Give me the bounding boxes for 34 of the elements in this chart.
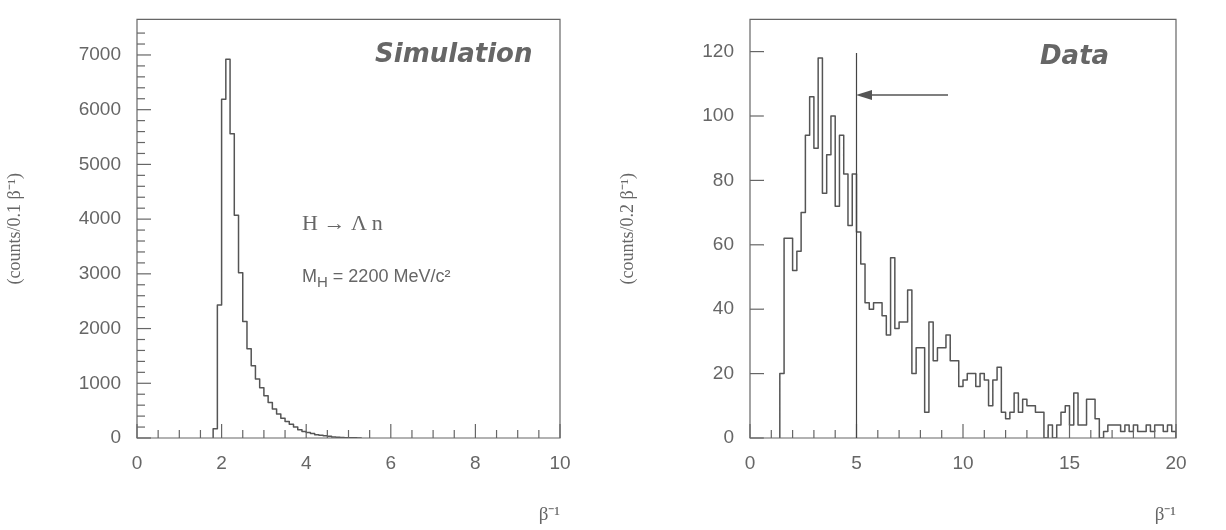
y-tick-label: 40 — [712, 297, 734, 319]
y-tick-label: 60 — [712, 233, 734, 255]
x-tick-label: 0 — [131, 451, 143, 473]
y-tick-label: 100 — [702, 104, 734, 126]
x-axis-title: β⁻¹ — [1154, 502, 1177, 524]
annotation: M$_{H}$ = 2200 MeV/c² — [302, 266, 451, 290]
y-tick-label: 5000 — [78, 152, 121, 174]
x-tick-label: 10 — [952, 451, 974, 473]
x-tick-label: 2 — [216, 451, 227, 473]
y-tick-label: 1000 — [78, 371, 121, 393]
y-tick-label: 4000 — [78, 207, 121, 229]
annotation: H → Λ n — [302, 210, 383, 236]
x-tick-label: 0 — [744, 451, 756, 473]
y-axis-title: (counts/0.2 β⁻¹) — [616, 172, 638, 285]
y-tick-label: 120 — [702, 39, 734, 61]
annotation: Simulation — [375, 38, 533, 68]
x-tick-label: 15 — [1058, 451, 1081, 473]
x-tick-label: 10 — [549, 451, 571, 473]
x-tick-label: 8 — [470, 451, 481, 473]
x-tick-label: 4 — [300, 451, 312, 473]
y-tick-label: 3000 — [78, 262, 121, 284]
x-tick-label: 6 — [385, 451, 397, 473]
y-tick-label: 7000 — [78, 43, 121, 65]
y-axis-title: (counts/0.1 β⁻¹) — [3, 172, 25, 285]
y-tick-label: 2000 — [78, 316, 121, 338]
x-axis-title: β⁻¹ — [538, 502, 561, 524]
y-tick-label: 80 — [712, 168, 734, 190]
y-tick-label: 6000 — [78, 97, 121, 119]
y-tick-label: 0 — [110, 426, 121, 448]
y-tick-label: 20 — [712, 361, 734, 383]
x-tick-label: 5 — [851, 451, 862, 473]
annotation: Data — [1040, 40, 1110, 70]
x-tick-label: 20 — [1165, 451, 1187, 473]
y-tick-label: 0 — [723, 426, 734, 448]
